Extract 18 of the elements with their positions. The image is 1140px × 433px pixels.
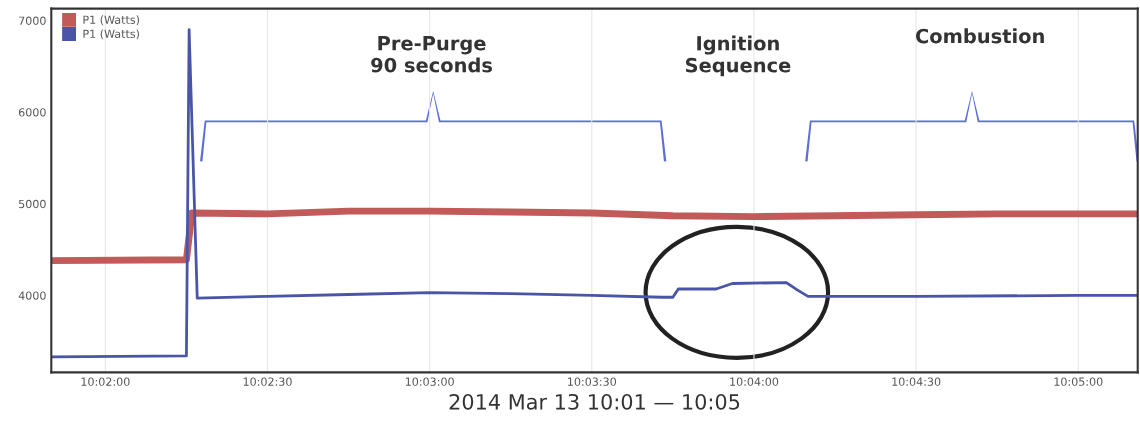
- y-tick-label: 7000: [19, 16, 46, 25]
- y-tick-label: 4000: [18, 291, 46, 300]
- legend-label: P1 (Watts): [83, 29, 140, 40]
- x-axis-title: 2014 Mar 13 10:01 — 10:05: [449, 393, 740, 410]
- legend-label: P1 (Watts): [83, 15, 140, 26]
- x-tick-label: 10:02:30: [243, 377, 292, 386]
- x-tick-label: 10:02:00: [81, 377, 130, 386]
- annotation: Combustion: [915, 28, 1044, 44]
- x-tick-label: 10:04:00: [730, 377, 779, 386]
- line-series: [51, 28, 1138, 359]
- y-tick-label: 6000: [18, 108, 46, 117]
- annotation: Pre-Purge 90 seconds: [371, 36, 493, 73]
- x-tick-label: 10:04:30: [892, 377, 941, 386]
- annotation: Ignition Sequence: [685, 35, 791, 77]
- x-tick-label: 10:03:00: [405, 377, 454, 386]
- x-tick-label: 10:03:30: [568, 377, 617, 386]
- x-tick-label: 10:05:00: [1054, 377, 1103, 386]
- y-tick-label: 5000: [19, 199, 46, 209]
